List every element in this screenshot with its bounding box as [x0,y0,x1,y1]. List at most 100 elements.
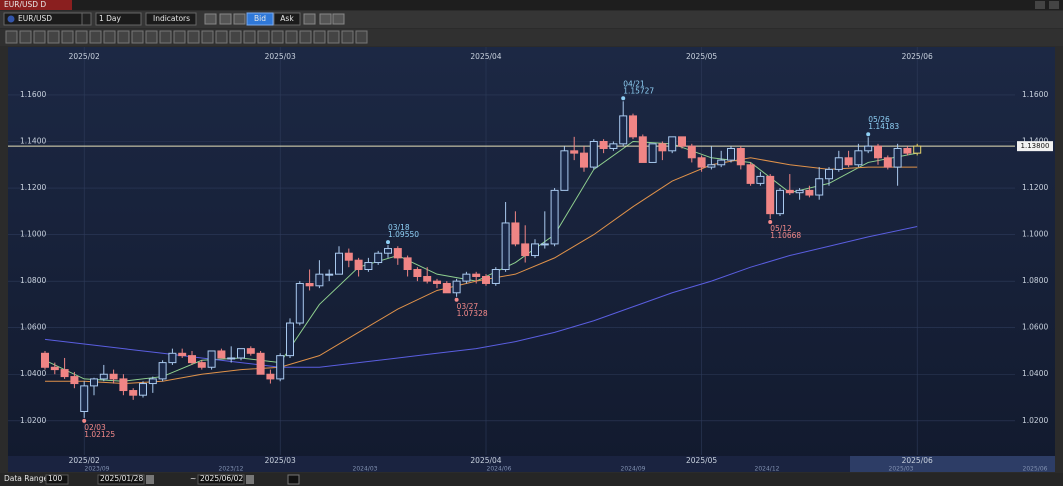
candle-body [883,157,892,168]
title-tab[interactable] [0,0,72,10]
candle-body [599,140,608,149]
drawing-tool[interactable] [229,30,242,44]
drawing-tool[interactable] [173,30,186,44]
candle-body [658,143,667,152]
candle-body [344,252,353,261]
drawing-tool[interactable] [313,30,326,44]
candle-body [266,373,275,380]
candle-body [70,376,79,385]
drawing-tool[interactable] [215,30,228,44]
chart-area [8,47,1055,472]
candle-body [139,383,147,396]
candle-body [609,143,618,149]
interval-box[interactable] [95,12,142,26]
x-tick-label-top: 2025/06 [902,52,933,61]
bid-button[interactable] [246,12,274,26]
calendar-icon[interactable] [146,475,154,484]
drawing-tool[interactable] [243,30,256,44]
drawing-tool[interactable] [145,30,158,44]
candle-body [41,352,49,368]
drawing-tool[interactable] [299,30,312,44]
drawing-tool[interactable] [201,30,214,44]
to-box[interactable] [197,474,245,485]
candle-body [560,150,569,191]
candle-body [403,257,412,271]
candle-body [844,157,853,166]
range-count: 100 [48,474,63,483]
drawing-tool[interactable] [61,30,74,44]
drawing-tool[interactable] [187,30,200,44]
drawing-tool[interactable] [131,30,144,44]
drawing-tool[interactable] [89,30,102,44]
navigator-selection[interactable] [850,456,1055,472]
candle-body [305,282,314,287]
candle-body [736,147,745,166]
ask-button[interactable] [273,12,301,26]
go-button[interactable] [287,474,300,485]
drawing-tool[interactable] [159,30,172,44]
navigator-label: 2024/12 [755,466,780,473]
drawing-tool[interactable] [285,30,298,44]
extreme-marker [82,418,87,423]
y-tick-label: 1.1600 [20,90,46,99]
drawing-tool[interactable] [327,30,340,44]
drawing-tool[interactable] [257,30,270,44]
drawing-tool[interactable] [355,30,368,44]
symbol-dropdown[interactable] [81,12,92,26]
candle-body [727,147,735,161]
candle-body [413,269,422,277]
candle-body [678,136,686,147]
drawing-tool[interactable] [103,30,116,44]
candle-body [129,390,138,396]
drawing-tool[interactable] [271,30,284,44]
tool-icon[interactable] [204,13,217,25]
candle-body [315,273,324,287]
drawing-tool[interactable] [75,30,88,44]
x-tick-label: 2025/04 [470,456,501,465]
navigator-label: 2024/06 [487,466,512,473]
candle-body [854,150,863,166]
candle-body [874,145,882,159]
extreme-value: 1.02125 [84,430,115,439]
restore-button[interactable] [1035,1,1045,9]
candle-body [472,273,481,277]
from-box[interactable] [97,474,145,485]
tool-icon[interactable] [332,13,345,25]
candle-body [197,362,206,368]
y-tick-label: 1.1200 [20,183,46,192]
y-tick-label-right: 1.1600 [1022,90,1048,99]
calendar-icon[interactable] [246,475,254,484]
range-count-box[interactable] [45,474,69,485]
tool-icon[interactable] [219,13,232,25]
y-tick-label: 1.0600 [20,323,46,332]
candle-body [619,115,628,145]
drawing-tool[interactable] [341,30,354,44]
candle-body [452,280,461,294]
candle-body [335,252,343,275]
y-tick-label-right: 1.1000 [1022,230,1048,239]
candle-body [246,348,255,354]
y-tick-label-right: 1.0800 [1022,276,1048,285]
drawing-tool[interactable] [117,30,130,44]
drawing-tool[interactable] [19,30,32,44]
navigator-label: 2024/09 [621,466,646,473]
current-price-label: 1.13800 [1021,142,1050,150]
drawing-tool[interactable] [33,30,46,44]
candle-body [158,362,167,380]
extreme-value: 1.14183 [868,122,899,131]
tool-icon[interactable] [319,13,332,25]
extreme-marker [621,96,626,101]
indicators-button[interactable] [145,12,197,26]
close-button[interactable] [1049,1,1059,9]
extreme-date: 03/18 [388,223,410,232]
extreme-date: 04/21 [623,79,645,88]
y-tick-label-right: 1.0600 [1022,323,1048,332]
extreme-date: 03/27 [457,302,479,311]
candle-body [217,350,226,359]
tool-icon[interactable] [303,13,316,25]
drawing-tool[interactable] [47,30,60,44]
current-price-box [1017,141,1053,152]
tool-icon[interactable] [233,13,246,25]
drawing-tool[interactable] [5,30,18,44]
